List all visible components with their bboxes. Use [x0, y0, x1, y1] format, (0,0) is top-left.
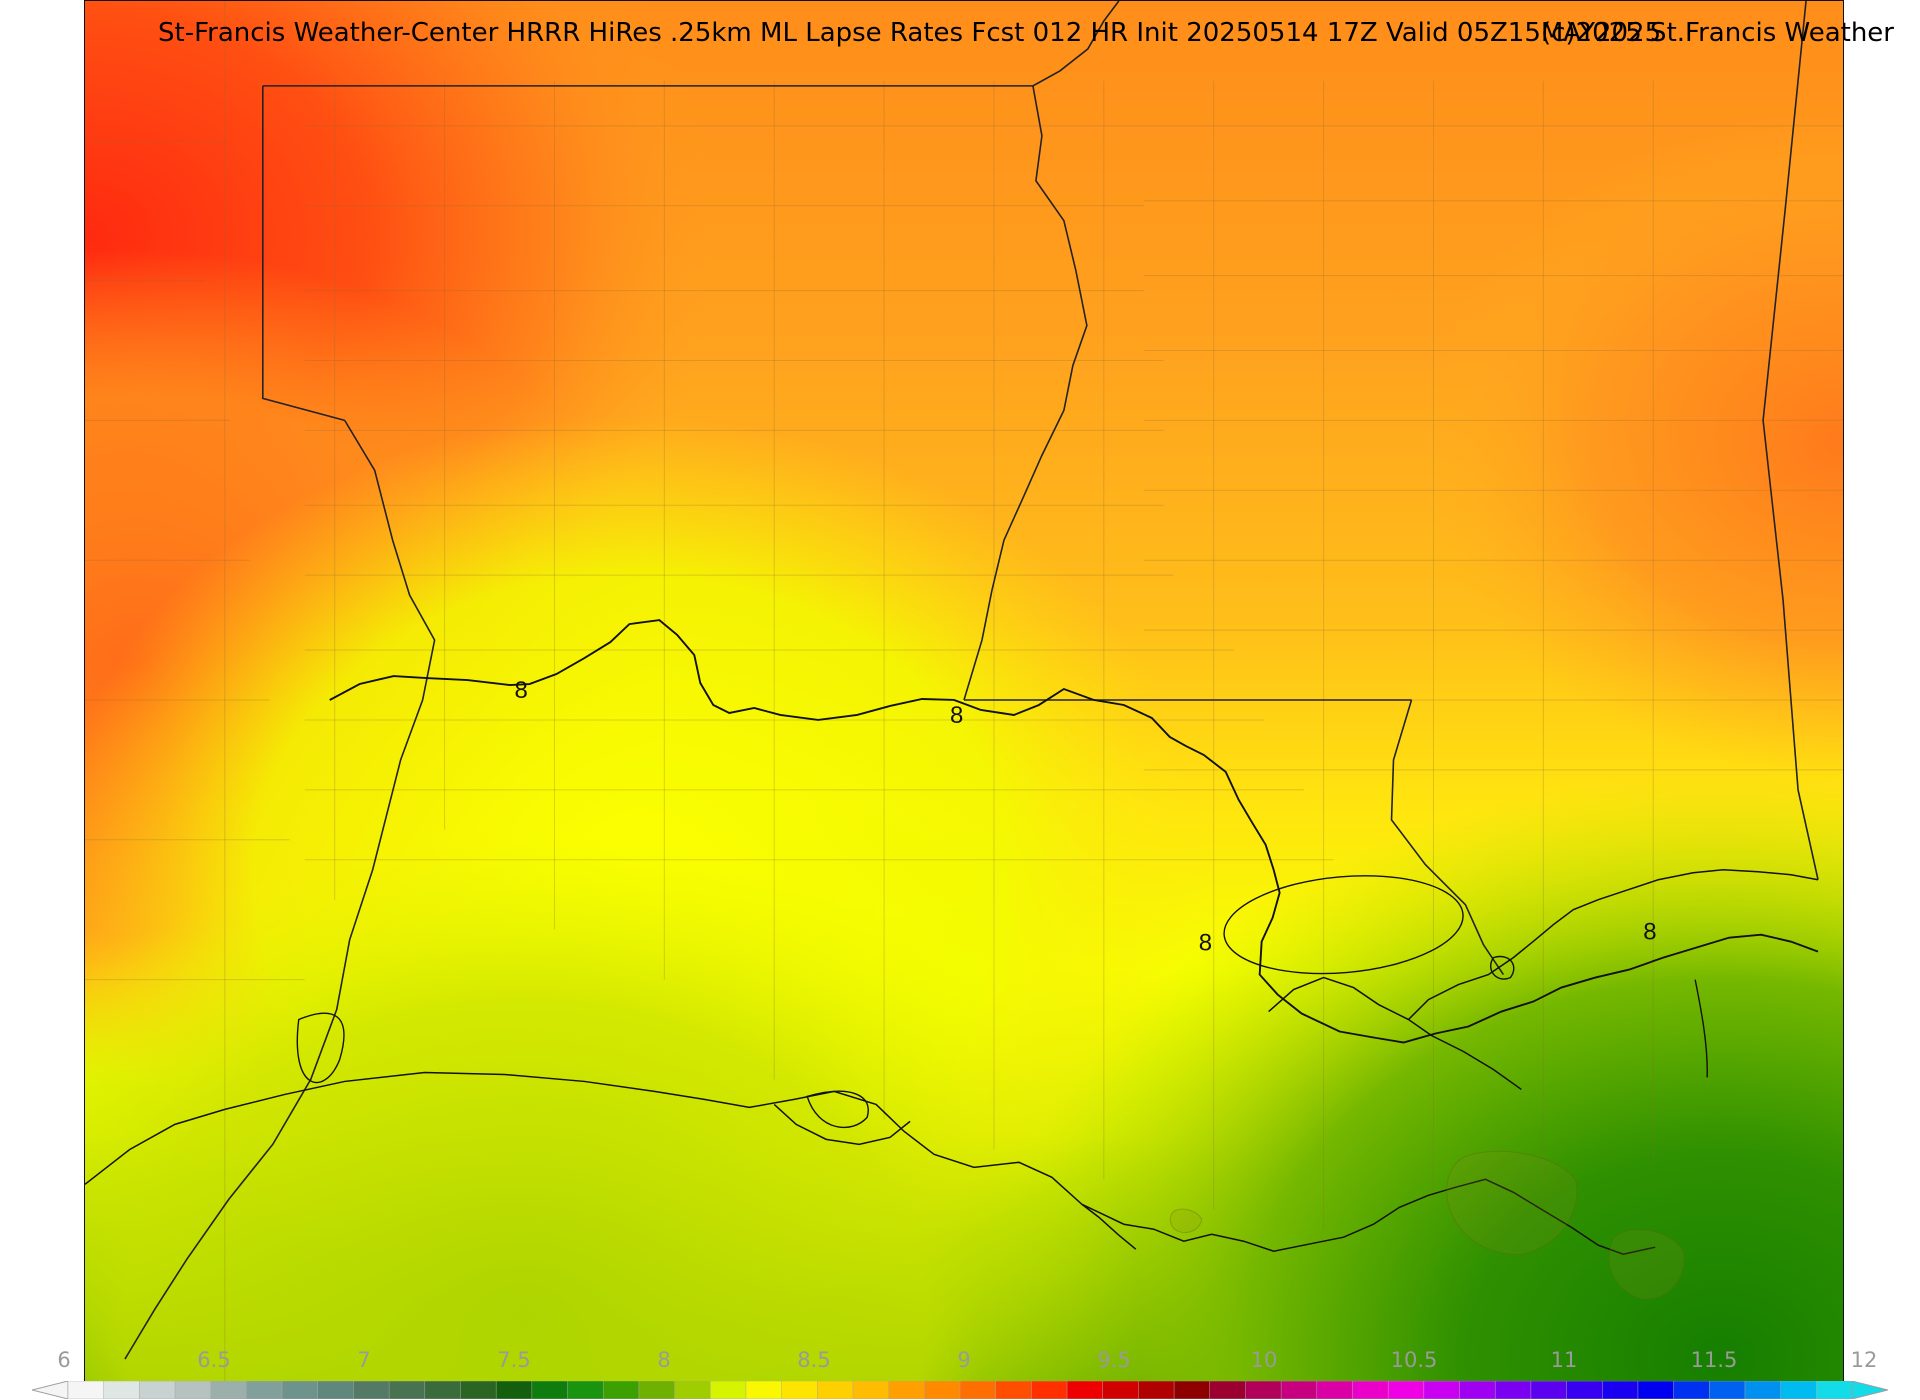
colorbar-swatch [139, 1381, 176, 1399]
colorbar-swatch [174, 1381, 212, 1399]
colorbar-swatch [638, 1381, 676, 1399]
colorbar-swatch [674, 1381, 711, 1399]
colorbar-swatch [1387, 1381, 1425, 1399]
colorbar-swatch [1102, 1381, 1140, 1399]
colorbar-swatch [388, 1381, 426, 1399]
colorbar-swatch [1494, 1381, 1532, 1399]
colorbar-swatch [67, 1381, 105, 1399]
colorbar-canvas [32, 1381, 1888, 1399]
contour-label-8-west: 8 [515, 677, 528, 704]
colorbar-swatch [1673, 1381, 1711, 1399]
colorbar [32, 1381, 1888, 1399]
contour-label-8-east: 8 [1643, 919, 1656, 946]
colorbar-swatch [1209, 1381, 1247, 1399]
colorbar-label-row: 6 6.5 7 7.5 8 8.5 9 9.5 10 10.5 11 11.5 … [0, 1348, 1920, 1376]
colorbar-swatch [959, 1381, 997, 1399]
colorbar-swatch [1459, 1381, 1496, 1399]
colorbar-swatch [281, 1381, 319, 1399]
colorbar-swatch [1780, 1381, 1818, 1399]
colorbar-label-6-5: 6.5 [197, 1348, 231, 1372]
colorbar-swatch [602, 1381, 640, 1399]
colorbar-swatch [103, 1381, 141, 1399]
colorbar-swatch [817, 1381, 854, 1399]
colorbar-right-arrow [1851, 1381, 1888, 1399]
colorbar-swatch [1601, 1381, 1639, 1399]
colorbar-swatch [531, 1381, 569, 1399]
colorbar-swatch [745, 1381, 783, 1399]
colorbar-swatch [1066, 1381, 1104, 1399]
colorbar-swatch [1744, 1381, 1782, 1399]
colorbar-swatch [995, 1381, 1033, 1399]
colorbar-swatch [1352, 1381, 1389, 1399]
state-boundaries [124, 1, 1819, 1360]
colorbar-swatch [781, 1381, 819, 1399]
colorbar-swatch [1816, 1381, 1853, 1399]
contour-label-8-central: 8 [950, 702, 963, 729]
colorbar-swatch [1173, 1381, 1211, 1399]
colorbar-swatch [709, 1381, 747, 1399]
colorbar-swatch [1709, 1381, 1746, 1399]
colorbar-label-7: 7 [357, 1348, 371, 1372]
colorbar-label-11: 11 [1550, 1348, 1578, 1372]
colorbar-left-arrow [32, 1381, 69, 1399]
colorbar-label-10: 10 [1250, 1348, 1278, 1372]
colorbar-swatch [852, 1381, 890, 1399]
contour-label-8-south: 8 [1199, 930, 1212, 957]
southeast-green-area [85, 1, 1843, 1384]
contour-labels: 8 8 8 8 [515, 677, 1657, 957]
colorbar-swatch [246, 1381, 283, 1399]
colorbar-swatch [888, 1381, 926, 1399]
colorbar-swatch [924, 1381, 961, 1399]
colorbar-swatch [1316, 1381, 1354, 1399]
colorbar-label-9: 9 [957, 1348, 971, 1372]
colorbar-swatch [495, 1381, 533, 1399]
colorbar-swatch [353, 1381, 390, 1399]
colorbar-label-12: 12 [1850, 1348, 1878, 1372]
colorbar-swatch [1031, 1381, 1068, 1399]
colorbar-swatch [1566, 1381, 1603, 1399]
colorbar-label-6: 6 [57, 1348, 71, 1372]
colorbar-swatch [1280, 1381, 1318, 1399]
colorbar-swatch [1245, 1381, 1282, 1399]
county-lines [85, 1, 1843, 1384]
colorbar-label-10-5: 10.5 [1390, 1348, 1438, 1372]
colorbar-swatch [1530, 1381, 1568, 1399]
lapse-rate-contour-8 [329, 619, 1819, 1044]
coastline [85, 868, 1819, 1255]
colorbar-swatch [1637, 1381, 1675, 1399]
colorbar-swatch [317, 1381, 355, 1399]
lakes-and-water-bodies [296, 875, 1708, 1129]
colorbar-swatch [210, 1381, 248, 1399]
colorbar-label-7-5: 7.5 [497, 1348, 531, 1372]
colorbar-label-9-5: 9.5 [1097, 1348, 1131, 1372]
map-panel: 8 8 8 8 [84, 0, 1844, 1385]
map-canvas: 8 8 8 8 [85, 1, 1843, 1384]
colorbar-swatch [567, 1381, 604, 1399]
marsh-islands [1169, 1150, 1685, 1300]
colorbar-swatch [1423, 1381, 1461, 1399]
colorbar-swatch [1138, 1381, 1175, 1399]
colorbar-label-8: 8 [657, 1348, 671, 1372]
colorbar-swatch [460, 1381, 497, 1399]
colorbar-label-11-5: 11.5 [1690, 1348, 1738, 1372]
colorbar-label-8-5: 8.5 [797, 1348, 831, 1372]
colorbar-swatch [424, 1381, 462, 1399]
